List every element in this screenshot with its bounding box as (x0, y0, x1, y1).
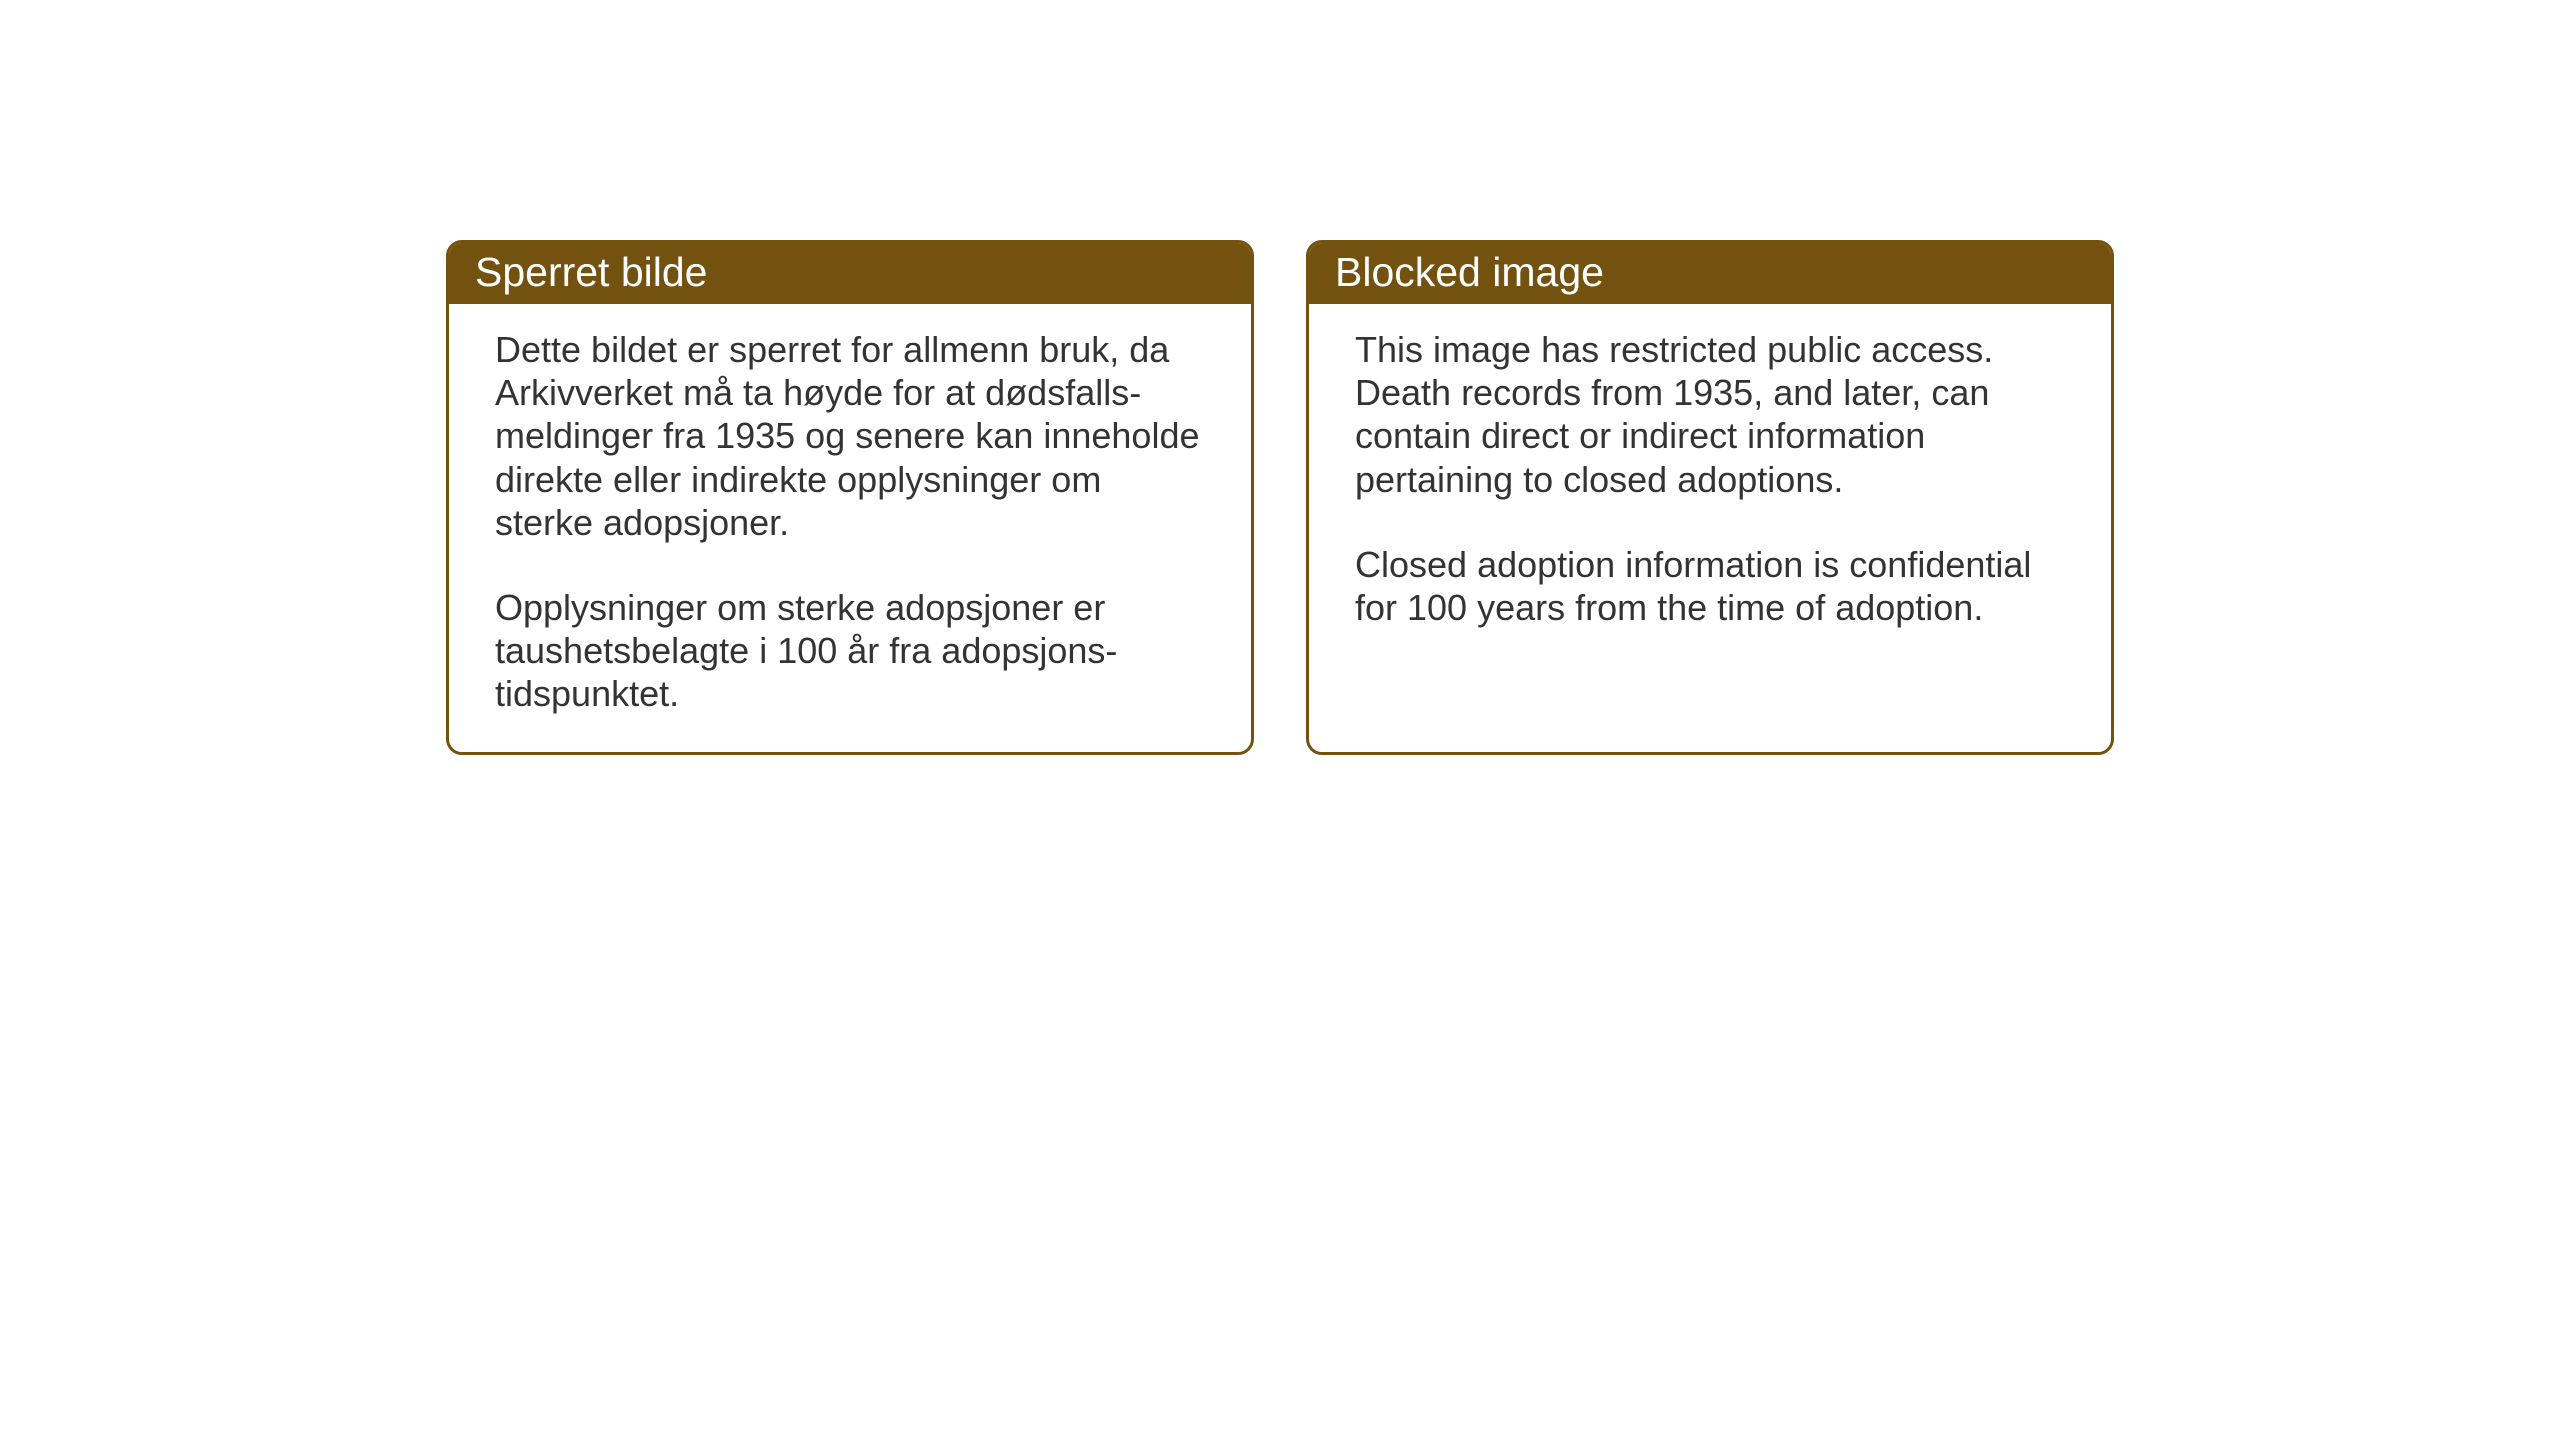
notice-paragraph-2-norwegian: Opplysninger om sterke adopsjoner er tau… (495, 586, 1205, 716)
notice-box-english: Blocked image This image has restricted … (1306, 240, 2114, 755)
notice-paragraph-2-english: Closed adoption information is confident… (1355, 543, 2065, 629)
notice-body-english: This image has restricted public access.… (1309, 304, 2111, 665)
notice-box-norwegian: Sperret bilde Dette bildet er sperret fo… (446, 240, 1254, 755)
notice-paragraph-1-english: This image has restricted public access.… (1355, 328, 2065, 501)
notice-paragraph-1-norwegian: Dette bildet er sperret for allmenn bruk… (495, 328, 1205, 544)
notice-title-norwegian: Sperret bilde (449, 243, 1251, 304)
notice-title-english: Blocked image (1309, 243, 2111, 304)
notice-container: Sperret bilde Dette bildet er sperret fo… (446, 240, 2114, 755)
notice-body-norwegian: Dette bildet er sperret for allmenn bruk… (449, 304, 1251, 752)
